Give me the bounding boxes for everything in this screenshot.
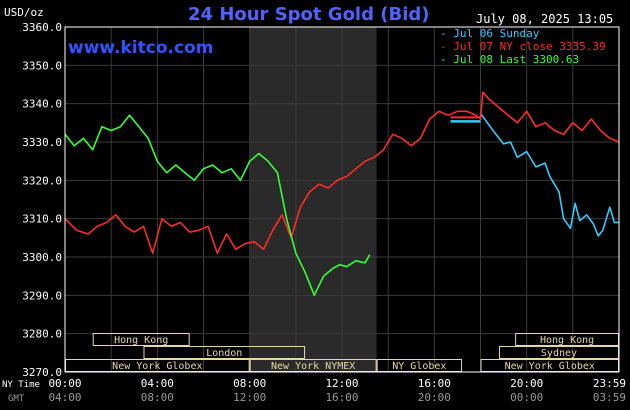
x-tick-label-gmt: 00:00 bbox=[510, 391, 543, 404]
series-line-jul07 bbox=[64, 91, 620, 254]
y-tick-label: 3320.0 bbox=[22, 174, 62, 187]
y-tick-label: 3330.0 bbox=[22, 136, 62, 149]
x-tick-label-gmt: 03:59 bbox=[593, 391, 626, 404]
legend-item-jul07: - Jul 07 NY close 3335.39 bbox=[440, 40, 606, 53]
session-label: Hong Kong bbox=[114, 335, 168, 346]
session-label: NY Globex bbox=[392, 361, 446, 372]
legend-label: Jul 07 NY close 3335.39 bbox=[453, 40, 606, 53]
y-tick-label: 3290.0 bbox=[22, 289, 62, 302]
session-box bbox=[143, 346, 306, 359]
y-tick-label: 3350.0 bbox=[22, 59, 62, 72]
y-tick-label: 3270.0 bbox=[22, 366, 62, 379]
x-tick-label-ny: 12:00 bbox=[325, 377, 358, 390]
chart-datetime: July 08, 2025 13:05 bbox=[476, 12, 614, 26]
x-axis-label-ny: NY Time bbox=[2, 380, 40, 390]
chart-title: 24 Hour Spot Gold (Bid) bbox=[188, 4, 430, 25]
legend-item-jul08: - Jul 08 Last 3300.63 bbox=[440, 53, 579, 66]
legend-dash: - bbox=[440, 27, 447, 40]
x-tick-label-gmt: 16:00 bbox=[325, 391, 358, 404]
legend-dash: - bbox=[440, 40, 447, 53]
x-tick-label-gmt: 20:00 bbox=[418, 391, 451, 404]
x-tick-label-ny: 00:00 bbox=[48, 377, 81, 390]
source-watermark: www.kitco.com bbox=[68, 38, 214, 58]
session-label: New York NYMEX bbox=[271, 361, 355, 372]
legend-item-jul06: - Jul 06 Sunday bbox=[440, 27, 539, 40]
session-label: Sydney bbox=[541, 348, 577, 359]
x-tick-label-ny: 20:00 bbox=[510, 377, 543, 390]
x-tick-label-ny: 04:00 bbox=[141, 377, 174, 390]
y-tick-label: 3310.0 bbox=[22, 213, 62, 226]
y-tick-label: 3280.0 bbox=[22, 328, 62, 341]
x-tick-label-ny: 23:59 bbox=[593, 377, 626, 390]
session-box bbox=[92, 333, 190, 346]
legend-dash: - bbox=[440, 53, 447, 66]
x-tick-label-ny: 08:00 bbox=[233, 377, 266, 390]
x-axis-label-gmt: GMT bbox=[8, 394, 25, 404]
y-tick-label: 3300.0 bbox=[22, 251, 62, 264]
x-tick-label-gmt: 12:00 bbox=[233, 391, 266, 404]
plot-frame bbox=[64, 26, 620, 373]
session-label: London bbox=[206, 348, 242, 359]
x-tick-label-gmt: 04:00 bbox=[48, 391, 81, 404]
session-label: New York Globex bbox=[112, 361, 202, 372]
legend-label: Jul 08 Last 3300.63 bbox=[453, 53, 580, 66]
session-label: New York Globex bbox=[505, 361, 595, 372]
y-tick-label: 3340.0 bbox=[22, 98, 62, 111]
x-tick-label-gmt: 08:00 bbox=[141, 391, 174, 404]
y-axis-unit: USD/oz bbox=[4, 6, 44, 19]
series-line-jul08 bbox=[64, 114, 371, 297]
nymex-hours-highlight bbox=[249, 27, 377, 372]
legend-label: Jul 06 Sunday bbox=[453, 27, 540, 40]
y-tick-label: 3360.0 bbox=[22, 21, 62, 34]
x-tick-label-ny: 16:00 bbox=[418, 377, 451, 390]
series-line-jul06 bbox=[479, 112, 619, 237]
session-label: Hong Kong bbox=[540, 335, 594, 346]
